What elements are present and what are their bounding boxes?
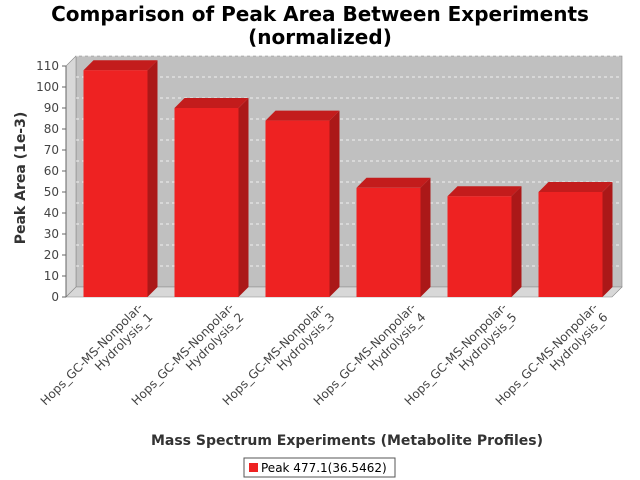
bar-top xyxy=(174,98,249,108)
bar-side xyxy=(238,98,249,297)
bar-top xyxy=(447,186,522,197)
bar[interactable] xyxy=(83,70,148,297)
x-tick-label-line: Hops_GC-MS-Nonpolar- xyxy=(38,300,146,408)
bar-side xyxy=(511,186,522,297)
y-tick-label: 20 xyxy=(44,248,59,262)
y-tick-label: 60 xyxy=(44,164,59,178)
y-tick-label: 70 xyxy=(44,143,59,157)
x-axis-label: Mass Spectrum Experiments (Metabolite Pr… xyxy=(151,433,543,449)
y-tick-label: 40 xyxy=(44,206,59,220)
bar[interactable] xyxy=(356,187,421,297)
bar-top xyxy=(265,110,340,121)
bar[interactable] xyxy=(265,120,330,297)
legend-box xyxy=(243,457,396,478)
y-tick-label: 110 xyxy=(36,59,59,73)
legend-swatch xyxy=(249,463,258,472)
bar-side xyxy=(329,110,340,297)
bar-side xyxy=(420,177,431,297)
bar[interactable] xyxy=(538,192,603,297)
plot-left-wall xyxy=(65,55,77,298)
y-tick-label: 90 xyxy=(44,101,59,115)
legend: Peak 477.1(36.5462) xyxy=(243,457,396,478)
y-tick-label: 30 xyxy=(44,227,59,241)
bar-side xyxy=(602,182,613,297)
bar-side xyxy=(147,60,158,298)
legend-label: Peak 477.1(36.5462) xyxy=(261,461,387,475)
chart-title: Comparison of Peak Area Between Experime… xyxy=(51,2,589,26)
bar[interactable] xyxy=(174,108,239,297)
y-tick-label: 0 xyxy=(51,290,59,304)
y-tick-label: 100 xyxy=(36,80,59,94)
bar-top xyxy=(83,60,158,71)
bar[interactable] xyxy=(447,196,512,297)
y-tick-label: 10 xyxy=(44,269,59,283)
bar-top xyxy=(538,182,613,192)
y-axis-label: Peak Area (1e-3) xyxy=(13,112,29,245)
y-tick-label: 80 xyxy=(44,122,59,136)
bar-top xyxy=(356,177,431,188)
y-tick-label: 50 xyxy=(44,185,59,199)
chart-title: (normalized) xyxy=(248,25,392,49)
